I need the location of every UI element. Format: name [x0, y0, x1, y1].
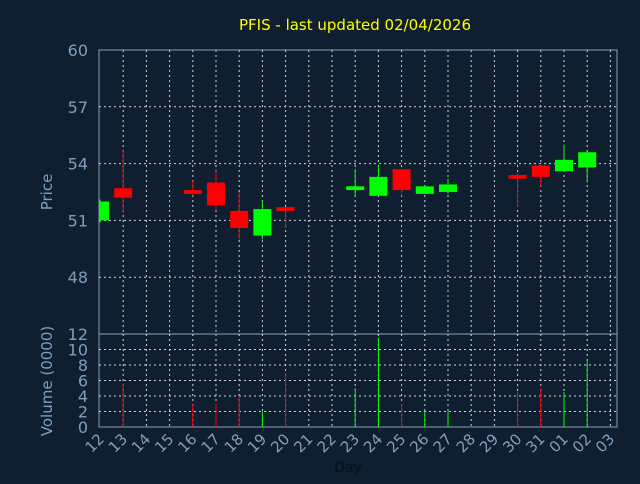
candle-body: [555, 159, 573, 172]
candle-body: [439, 184, 457, 192]
price-tick-label: 51: [68, 211, 88, 230]
candle-body: [508, 174, 527, 179]
price-tick-label: 48: [68, 268, 88, 287]
volume-tick-label: 2: [78, 403, 88, 422]
chart-marks: 4851545760024681012121314151617181920212…: [68, 41, 619, 456]
price-tick-label: 54: [68, 155, 88, 174]
volume-tick-label: 6: [78, 372, 88, 391]
volume-axis-label: Volume (0000): [38, 326, 56, 436]
x-axis-label: Day: [334, 460, 362, 476]
candle-body: [207, 182, 225, 206]
candle-body: [369, 176, 388, 196]
candle-body: [578, 152, 597, 168]
candle-body: [99, 201, 109, 221]
volume-tick-label: 4: [78, 387, 88, 406]
candle-body: [531, 165, 550, 177]
price-tick-label: 60: [68, 41, 88, 60]
volume-tick-label: 0: [78, 418, 88, 437]
chart-title: PFIS - last updated 02/04/2026: [239, 16, 471, 34]
price-tick-label: 57: [68, 98, 88, 117]
candle-body: [346, 186, 365, 191]
candle-body: [415, 186, 434, 194]
volume-tick-label: 10: [68, 341, 88, 360]
volume-tick-label: 12: [68, 325, 88, 344]
candle-body: [276, 207, 295, 211]
price-axis-label: Price: [38, 174, 56, 211]
candle-body: [230, 210, 249, 228]
x-tick-label: 03: [592, 430, 618, 456]
candle-body: [253, 209, 272, 236]
volume-tick-label: 8: [78, 356, 88, 375]
candle-body: [392, 169, 411, 191]
candle-body: [183, 190, 202, 194]
price-panel-frame: [98, 49, 618, 335]
candle-body: [114, 188, 133, 198]
